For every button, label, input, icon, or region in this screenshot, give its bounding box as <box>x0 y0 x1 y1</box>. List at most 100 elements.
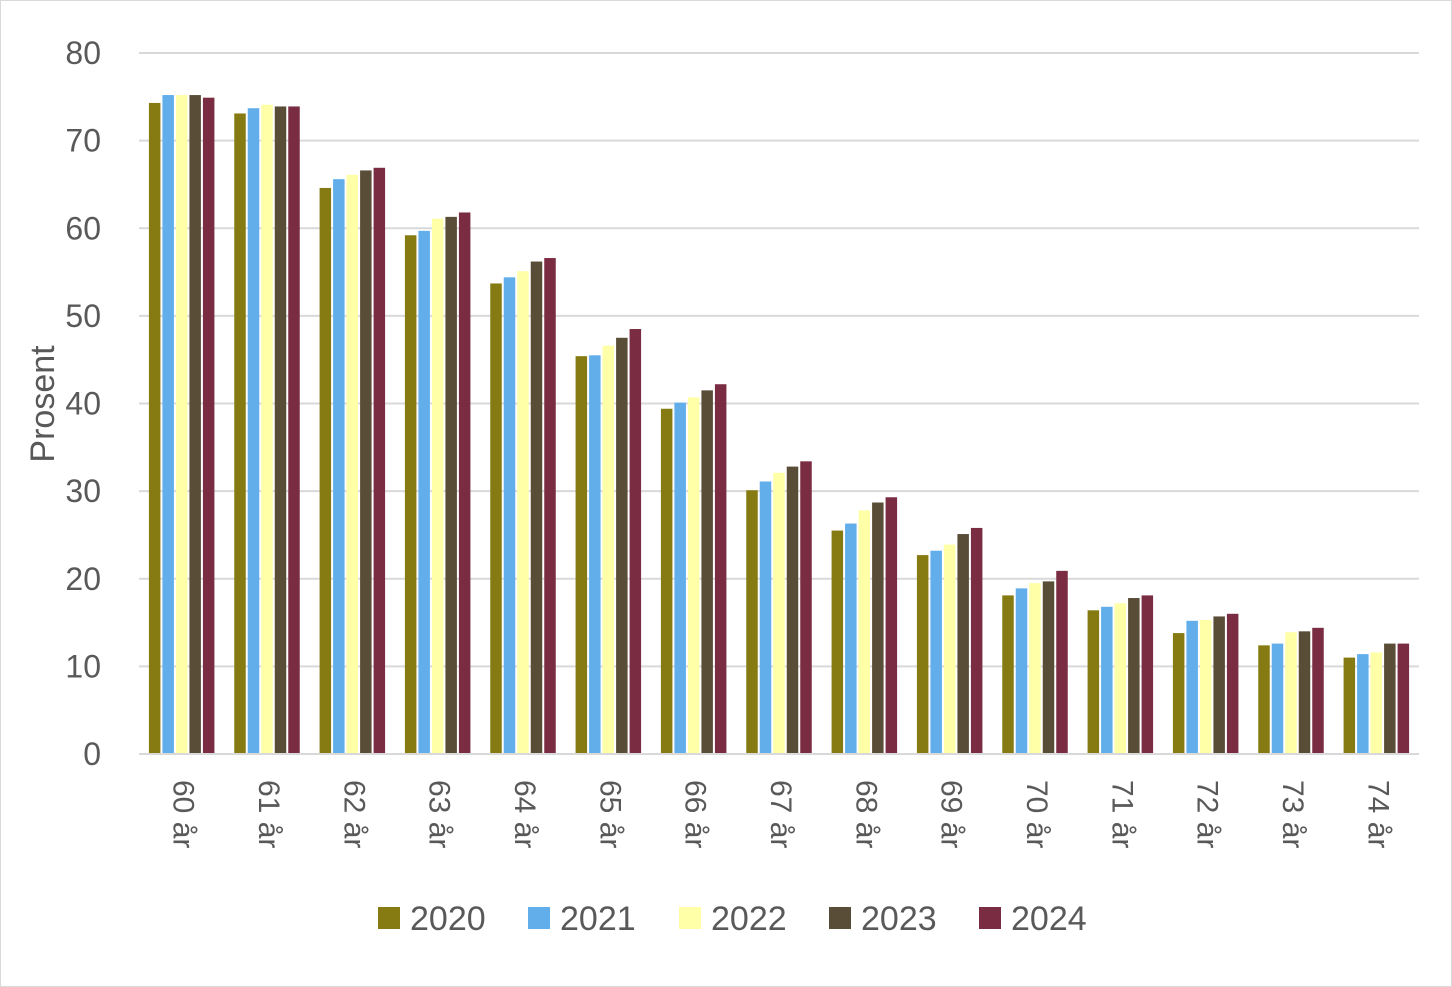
bar-2020-11 <box>1087 610 1100 754</box>
x-tick-label: 69 år <box>935 780 968 848</box>
bar-2024-14 <box>1397 643 1410 754</box>
x-tick-label: 74 år <box>1361 780 1394 848</box>
bar-2022-14 <box>1370 652 1383 754</box>
bar-2022-2 <box>346 174 359 754</box>
bar-2022-1 <box>261 104 273 755</box>
bar-2024-2 <box>373 167 386 754</box>
y-axis-label: Prosent <box>24 345 62 463</box>
bar-2021-13 <box>1271 643 1284 754</box>
y-tick-label: 30 <box>65 473 101 509</box>
bar-2020-5 <box>575 356 588 754</box>
bar-2023-0 <box>189 95 201 754</box>
bar-2023-4 <box>530 261 543 754</box>
bar-2022-13 <box>1285 632 1297 754</box>
bar-2024-10 <box>1056 570 1068 754</box>
bar-2024-6 <box>714 384 727 754</box>
bar-2024-7 <box>800 461 812 754</box>
x-tick-label: 64 år <box>508 780 541 848</box>
y-axis-ticks: 0 10 20 30 40 50 60 70 80 <box>65 35 101 772</box>
legend-swatch-2024 <box>979 907 1001 929</box>
y-tick-label: 20 <box>65 561 101 597</box>
bar-2023-14 <box>1384 643 1396 754</box>
bar-2023-8 <box>872 502 884 754</box>
x-tick-label: 62 år <box>337 780 370 848</box>
bar-2020-12 <box>1172 633 1185 754</box>
legend-swatch-2020 <box>378 907 400 929</box>
legend-label: 2020 <box>410 900 486 938</box>
y-tick-label: 40 <box>65 386 101 422</box>
bar-2023-11 <box>1128 598 1140 754</box>
bar-2021-5 <box>589 355 601 754</box>
y-tick-label: 70 <box>65 123 101 159</box>
bar-2024-13 <box>1312 627 1324 754</box>
bar-2023-5 <box>616 337 628 754</box>
x-tick-label: 67 år <box>764 780 797 848</box>
bar-2021-10 <box>1015 588 1028 754</box>
legend-label: 2024 <box>1011 900 1087 938</box>
bar-2021-7 <box>759 481 772 754</box>
bar-2021-8 <box>845 523 857 754</box>
bar-2023-13 <box>1298 631 1311 754</box>
bar-2023-2 <box>360 170 372 755</box>
bar-2020-6 <box>660 408 673 754</box>
bar-2021-9 <box>930 550 942 754</box>
bar-2020-0 <box>148 102 161 755</box>
bar-2024-9 <box>970 527 983 754</box>
bar-2020-4 <box>490 283 502 754</box>
bar-2021-3 <box>418 230 430 754</box>
bar-2021-14 <box>1357 654 1369 754</box>
bar-2022-0 <box>175 95 188 754</box>
bar-2020-7 <box>746 490 758 754</box>
bar-2020-14 <box>1343 657 1356 754</box>
y-tick-label: 50 <box>65 298 101 334</box>
x-tick-label: 60 år <box>167 780 200 848</box>
bar-2024-12 <box>1226 613 1239 754</box>
bar-2024-8 <box>885 497 898 754</box>
bar-2021-0 <box>162 95 174 754</box>
bar-2023-12 <box>1213 616 1225 754</box>
bar-2021-4 <box>503 277 516 754</box>
bar-2023-3 <box>445 216 457 754</box>
bar-2023-10 <box>1042 581 1055 754</box>
bar-2021-1 <box>247 108 260 755</box>
y-tick-label: 60 <box>65 210 101 246</box>
bar-2022-6 <box>687 397 700 754</box>
bar-2021-6 <box>674 402 686 754</box>
bar-2022-8 <box>858 510 871 754</box>
bar-2020-2 <box>319 187 332 754</box>
x-tick-label: 63 år <box>423 780 456 848</box>
bar-2020-13 <box>1258 645 1270 754</box>
y-tick-label: 10 <box>65 648 101 684</box>
bar-2020-3 <box>404 235 417 754</box>
legend: 2020 2021 2022 2023 2024 <box>378 900 1087 938</box>
x-tick-label: 61 år <box>252 780 285 848</box>
legend-label: 2021 <box>560 900 636 938</box>
x-tick-label: 71 år <box>1105 780 1138 848</box>
x-axis-ticks: 60 år 61 år 62 år 63 år 64 år 65 år 66 år 67 år… <box>167 780 1395 848</box>
bar-2024-3 <box>458 212 471 755</box>
bar-2022-11 <box>1114 603 1127 754</box>
x-tick-label: 73 år <box>1276 780 1309 848</box>
bar-2020-8 <box>831 530 844 754</box>
bar-2024-4 <box>544 258 556 754</box>
bar-2023-9 <box>957 534 969 754</box>
bar-2022-4 <box>517 271 529 754</box>
bar-2020-1 <box>234 113 246 755</box>
bar-2022-7 <box>773 472 785 754</box>
bar-2022-9 <box>943 544 956 754</box>
y-tick-label: 80 <box>65 35 101 71</box>
x-tick-label: 65 år <box>593 780 626 848</box>
bar-2021-11 <box>1101 606 1113 754</box>
bar-2023-7 <box>786 466 799 754</box>
x-tick-label: 68 år <box>849 780 882 848</box>
bar-2022-10 <box>1029 583 1041 754</box>
legend-label: 2022 <box>711 900 787 938</box>
bar-2020-10 <box>1002 595 1014 754</box>
x-tick-label: 66 år <box>679 780 712 848</box>
bar-2024-11 <box>1141 595 1154 754</box>
y-tick-label: 0 <box>83 736 101 772</box>
bars <box>148 95 1410 755</box>
x-tick-label: 72 år <box>1191 780 1224 848</box>
